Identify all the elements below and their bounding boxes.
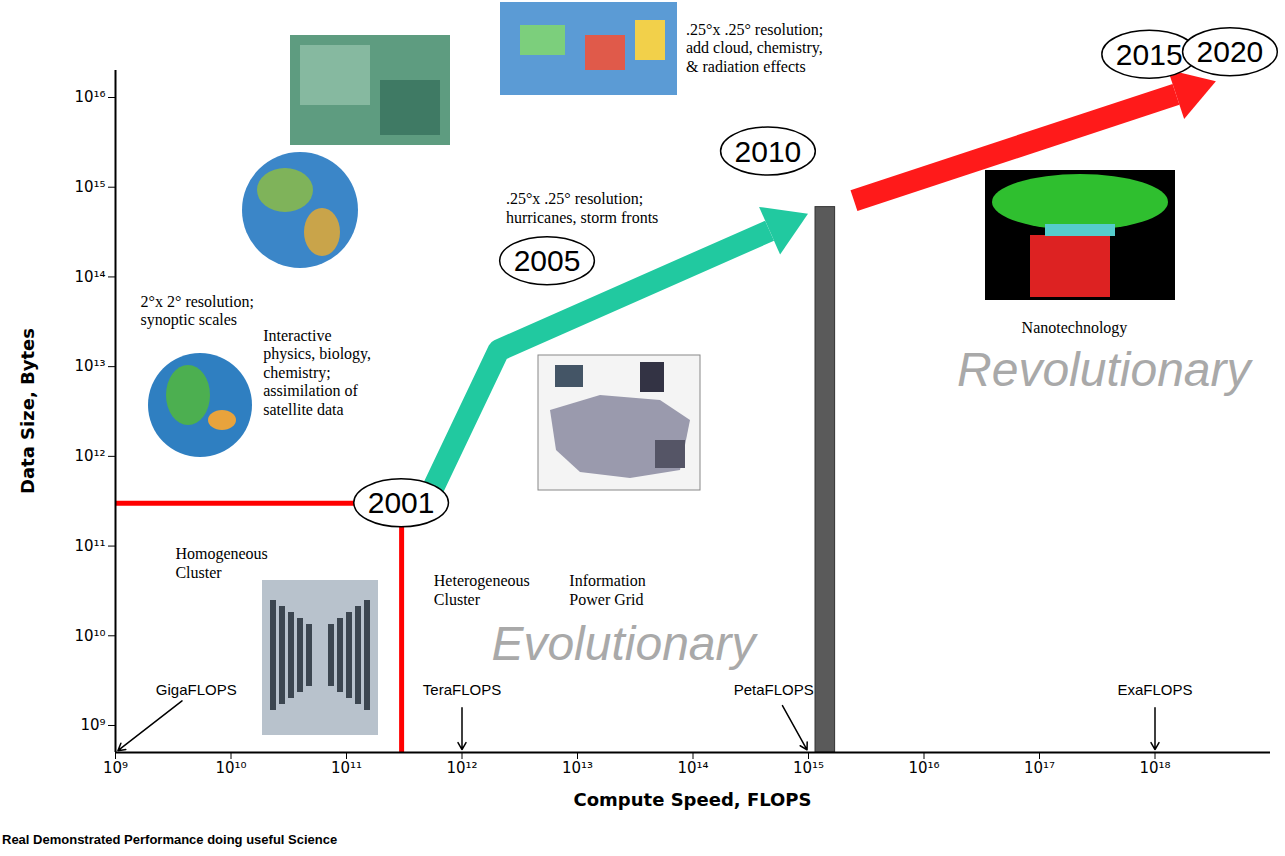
svg-text:Nanotechnology: Nanotechnology	[1022, 319, 1128, 337]
svg-text:10¹²: 10¹²	[446, 759, 477, 777]
svg-text:TeraFLOPS: TeraFLOPS	[423, 681, 501, 698]
svg-text:10¹⁶: 10¹⁶	[908, 759, 939, 777]
svg-text:10¹³: 10¹³	[74, 357, 105, 375]
svg-text:2020: 2020	[1197, 35, 1264, 68]
svg-text:10¹³: 10¹³	[562, 759, 593, 777]
svg-text:10¹⁴: 10¹⁴	[677, 759, 708, 777]
svg-text:10¹⁵: 10¹⁵	[74, 178, 105, 196]
svg-text:10¹²: 10¹²	[74, 447, 105, 465]
svg-text:10¹⁰: 10¹⁰	[215, 759, 246, 777]
svg-text:HomogeneousCluster: HomogeneousCluster	[175, 545, 267, 580]
svg-text:2001: 2001	[368, 486, 435, 519]
svg-text:PetaFLOPS: PetaFLOPS	[734, 681, 814, 698]
svg-text:2005: 2005	[514, 244, 581, 277]
svg-text:Evolutionary: Evolutionary	[491, 617, 758, 670]
svg-text:10¹⁶: 10¹⁶	[74, 88, 105, 106]
svg-text:InformationPower Grid: InformationPower Grid	[569, 572, 645, 607]
svg-text:10¹⁵: 10¹⁵	[793, 759, 824, 777]
svg-text:2010: 2010	[735, 135, 802, 168]
svg-text:ExaFLOPS: ExaFLOPS	[1117, 681, 1192, 698]
svg-text:10¹⁷: 10¹⁷	[1024, 759, 1055, 777]
svg-text:10¹⁰: 10¹⁰	[74, 627, 105, 645]
html-text:Real Demonstrated Performance: Real Demonstrated Performance doing usef…	[2, 832, 338, 847]
svg-text:Interactivephysics, biology,ch: Interactivephysics, biology,chemistry;as…	[263, 327, 371, 418]
svg-text:2015: 2015	[1116, 38, 1183, 71]
svg-text:10¹¹: 10¹¹	[74, 537, 105, 555]
svg-text:.25°x .25° resolution;hurrican: .25°x .25° resolution;hurricanes, storm …	[506, 190, 658, 225]
svg-text:Data Size, Bytes: Data Size, Bytes	[17, 328, 38, 494]
svg-text:10¹⁸: 10¹⁸	[1139, 759, 1170, 777]
svg-text:Revolutionary: Revolutionary	[957, 343, 1253, 396]
svg-text:Compute Speed, FLOPS: Compute Speed, FLOPS	[574, 789, 812, 810]
svg-text:10¹⁴: 10¹⁴	[74, 268, 105, 286]
svg-text:GigaFLOPS: GigaFLOPS	[156, 681, 237, 698]
svg-text:2°x 2° resolution;synoptic sca: 2°x 2° resolution;synoptic scales	[141, 293, 254, 329]
svg-text:10⁹: 10⁹	[80, 716, 105, 734]
svg-text:10¹¹: 10¹¹	[331, 759, 362, 777]
svg-text:10⁹: 10⁹	[103, 759, 128, 777]
svg-text:HeterogeneousCluster: HeterogeneousCluster	[434, 572, 530, 607]
svg-text:.25°x .25° resolution;add clou: .25°x .25° resolution;add cloud, chemist…	[686, 21, 823, 75]
